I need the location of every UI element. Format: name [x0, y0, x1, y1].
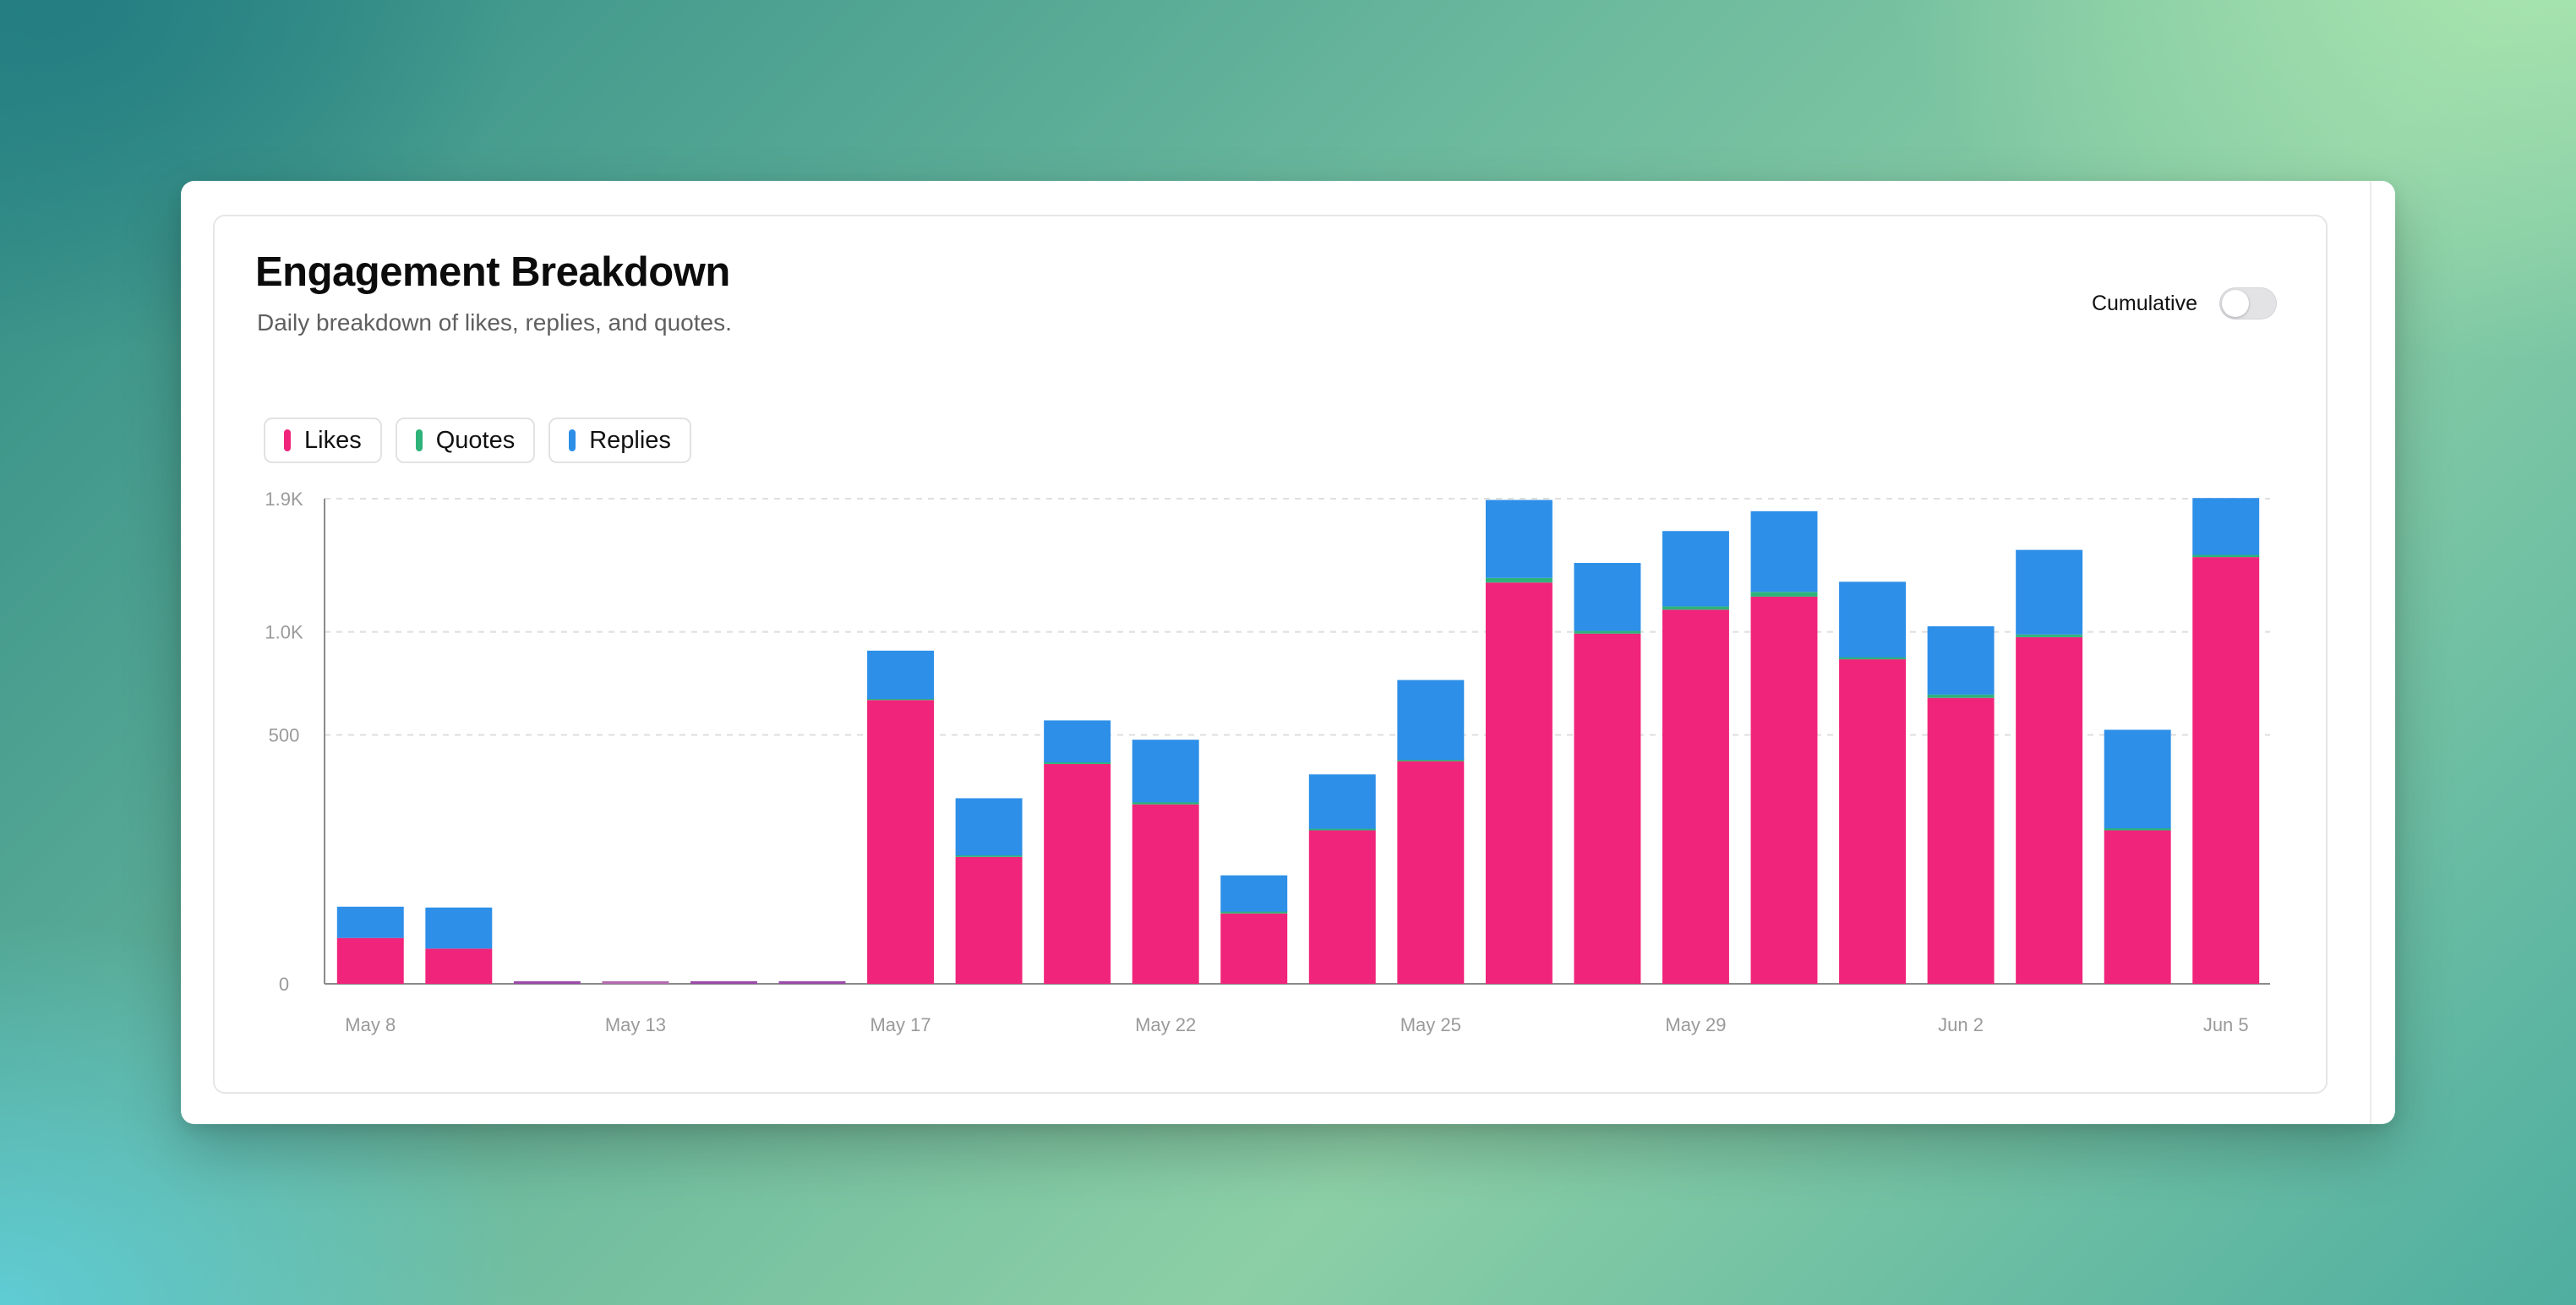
bar-segment-minimal[interactable]	[513, 981, 581, 984]
bar-segment-replies[interactable]	[955, 798, 1023, 856]
bar-segment-replies[interactable]	[1574, 563, 1641, 631]
bar-segment-quotes[interactable]	[1308, 827, 1376, 831]
y-tick-label: 500	[269, 725, 300, 746]
bar-segment-likes[interactable]	[1044, 763, 1111, 984]
legend-quotes[interactable]: Quotes	[395, 418, 536, 463]
bar-segment-replies[interactable]	[336, 906, 404, 938]
bar-segment-likes[interactable]	[425, 948, 493, 984]
bar-segment-likes[interactable]	[336, 937, 404, 984]
bar-segment-likes[interactable]	[1308, 830, 1376, 984]
bar-segment-likes[interactable]	[1574, 633, 1641, 984]
bar-segment-likes[interactable]	[1662, 609, 1729, 984]
engagement-card: Engagement Breakdown Daily breakdown of …	[181, 181, 2395, 1124]
bar-segment-quotes[interactable]	[955, 854, 1023, 857]
cumulative-toggle[interactable]	[2219, 287, 2277, 319]
bar-segment-likes[interactable]	[1220, 913, 1288, 984]
y-tick-label: 0	[279, 974, 289, 995]
bar-segment-likes[interactable]	[867, 700, 935, 984]
x-tick-label: May 8	[345, 1014, 396, 1035]
toggle-knob	[2222, 290, 2249, 317]
x-tick-label: Jun 5	[2203, 1014, 2249, 1035]
bar-segment-likes[interactable]	[1397, 761, 1465, 984]
x-tick-label: May 22	[1135, 1014, 1196, 1035]
bar-segment-replies[interactable]	[1927, 625, 1995, 695]
bar-segment-quotes[interactable]	[1044, 761, 1111, 764]
card-subtitle: Daily breakdown of likes, replies, and q…	[257, 309, 732, 336]
bar-segment-likes[interactable]	[955, 856, 1023, 984]
likes-swatch	[284, 429, 291, 451]
bar-segment-minimal[interactable]	[778, 981, 846, 984]
y-tick-label: 1.0K	[265, 622, 303, 643]
bar-segment-minimal[interactable]	[690, 981, 757, 984]
bar-segment-replies[interactable]	[867, 650, 935, 699]
cumulative-label: Cumulative	[2091, 291, 2197, 315]
bar-segment-likes[interactable]	[2016, 636, 2083, 984]
bar-segment-likes[interactable]	[1839, 659, 1907, 984]
legend-label: Replies	[589, 426, 671, 454]
x-tick-label: May 29	[1665, 1014, 1726, 1035]
bar-segment-replies[interactable]	[1308, 774, 1376, 829]
bar-segment-quotes[interactable]	[1132, 801, 1199, 805]
x-tick-label: Jun 2	[1938, 1014, 1984, 1035]
bar-segment-quotes[interactable]	[2104, 827, 2171, 831]
stacked-bar-chart: 0 500 1.0K 1.9K May 8 May 13 May 17 May 22 May 2…	[265, 489, 2270, 1035]
bar-segment-likes[interactable]	[2192, 557, 2260, 984]
bar-segment-replies[interactable]	[2104, 729, 2171, 829]
bar-segment-quotes[interactable]	[1220, 910, 1288, 914]
bar-segment-likes[interactable]	[1927, 697, 1995, 984]
bar-segment-replies[interactable]	[1132, 740, 1199, 803]
bar-segment-replies[interactable]	[1044, 720, 1111, 762]
bar-segment-replies[interactable]	[425, 907, 493, 949]
bar-segment-quotes[interactable]	[1574, 631, 1641, 634]
legend-label: Likes	[304, 426, 362, 454]
bar-segment-likes[interactable]	[1485, 582, 1553, 984]
chart-legend: Likes Quotes Replies	[264, 418, 691, 463]
bar-segment-replies[interactable]	[1750, 511, 1818, 592]
legend-replies[interactable]: Replies	[548, 418, 691, 463]
bar-segment-likes[interactable]	[1132, 804, 1199, 984]
bar-segment-replies[interactable]	[1220, 875, 1288, 912]
bar-segment-quotes[interactable]	[1485, 577, 1553, 583]
quotes-swatch	[415, 429, 423, 451]
bar-segment-quotes[interactable]	[1662, 606, 1729, 610]
bar-segment-likes[interactable]	[1750, 596, 1818, 984]
legend-likes[interactable]: Likes	[264, 418, 382, 463]
cumulative-control: Cumulative	[2092, 287, 2277, 319]
bar-segment-quotes[interactable]	[2016, 634, 2083, 637]
bar-segment-quotes[interactable]	[2192, 554, 2260, 558]
x-tick-label: May 25	[1400, 1014, 1461, 1035]
x-tick-label: May 13	[605, 1014, 666, 1035]
x-tick-label: May 17	[870, 1014, 931, 1035]
y-tick-label: 1.9K	[265, 489, 303, 510]
card-edge-divider	[2370, 181, 2371, 1124]
bar-segment-quotes[interactable]	[1839, 657, 1907, 660]
chart-panel: Engagement Breakdown Daily breakdown of …	[213, 215, 2328, 1094]
bar-segment-replies[interactable]	[1485, 500, 1553, 578]
replies-swatch	[569, 429, 576, 451]
bar-segment-minimal[interactable]	[602, 981, 669, 984]
bar-segment-likes[interactable]	[2104, 830, 2171, 984]
bar-segment-replies[interactable]	[1662, 531, 1729, 607]
bar-segment-replies[interactable]	[1839, 582, 1907, 658]
bar-segment-quotes[interactable]	[1927, 694, 1995, 698]
bar-segment-replies[interactable]	[1397, 680, 1465, 760]
bar-segment-replies[interactable]	[2192, 498, 2260, 555]
bar-segment-replies[interactable]	[2016, 549, 2083, 635]
legend-label: Quotes	[435, 426, 516, 454]
bar-segment-quotes[interactable]	[1397, 758, 1465, 762]
bar-segment-quotes[interactable]	[1750, 592, 1818, 597]
card-title: Engagement Breakdown	[255, 249, 730, 295]
